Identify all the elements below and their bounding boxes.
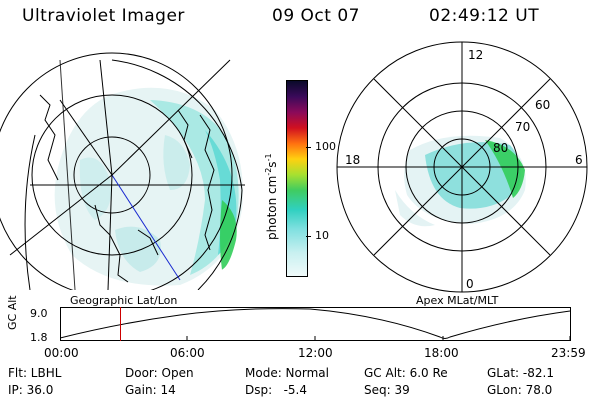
- mlat-label-70: 70: [515, 120, 530, 134]
- geographic-caption: Geographic Lat/Lon: [70, 294, 178, 307]
- door-readout: Door: Open: [125, 366, 194, 380]
- seq-readout: Seq: 39: [364, 383, 410, 397]
- timeline-tick-2359: 23:59: [551, 346, 586, 360]
- mode-readout: Mode: Normal: [245, 366, 329, 380]
- mlt-label-18: 18: [345, 153, 360, 167]
- mlat-label-60: 60: [535, 98, 550, 112]
- timeline-tick-0600: 06:00: [170, 346, 205, 360]
- date-label: 09 Oct 07: [272, 6, 360, 26]
- emission-region: [54, 87, 243, 286]
- time-label: 02:49:12 UT: [429, 6, 540, 26]
- colorbar-tick: [306, 147, 311, 148]
- timeline-tick-1200: 12:00: [298, 346, 333, 360]
- colorbar-tick: [306, 236, 311, 237]
- mlt-label-0: 0: [466, 277, 474, 291]
- timeline-y-min: 1.8: [30, 331, 48, 344]
- glat-readout: GLat: -82.1: [487, 366, 554, 380]
- mlt-label-12: 12: [468, 48, 483, 62]
- mlt-label-6: 6: [575, 153, 583, 167]
- filter-readout: Flt: LBHL: [8, 366, 62, 380]
- mlat-label-80: 80: [493, 141, 508, 155]
- timeline-tick-0000: 00:00: [44, 346, 79, 360]
- colorbar-tick-label-10: 10: [315, 229, 329, 242]
- glon-readout: GLon: 78.0: [487, 383, 553, 397]
- apex-caption: Apex MLat/MLT: [416, 294, 499, 307]
- gc-alt-readout: GC Alt: 6.0 Re: [364, 366, 448, 380]
- instrument-title: Ultraviolet Imager: [22, 6, 185, 26]
- colorbar-tick-label-100: 100: [315, 140, 336, 153]
- orbit-timeline: [60, 307, 571, 341]
- timeline-axis-title: GC Alt: [6, 295, 19, 330]
- current-time-marker: [119, 307, 121, 341]
- timeline-y-max: 9.0: [30, 307, 48, 320]
- timeline-tick-1800: 18:00: [424, 346, 459, 360]
- color-scale-bar: [286, 80, 308, 277]
- gain-readout: Gain: 14: [125, 383, 176, 397]
- ip-readout: IP: 36.0: [8, 383, 54, 397]
- geographic-image-panel: [0, 52, 245, 290]
- polar-mlt-plot: 12 18 6 0 60 70 80: [336, 41, 588, 293]
- orbit-altitude-chart: [60, 307, 571, 341]
- polar-emission-region: [395, 135, 526, 227]
- colorbar-unit-label: photon cm-2s-1: [264, 153, 279, 240]
- dsp-readout: Dsp: -5.4: [245, 383, 308, 397]
